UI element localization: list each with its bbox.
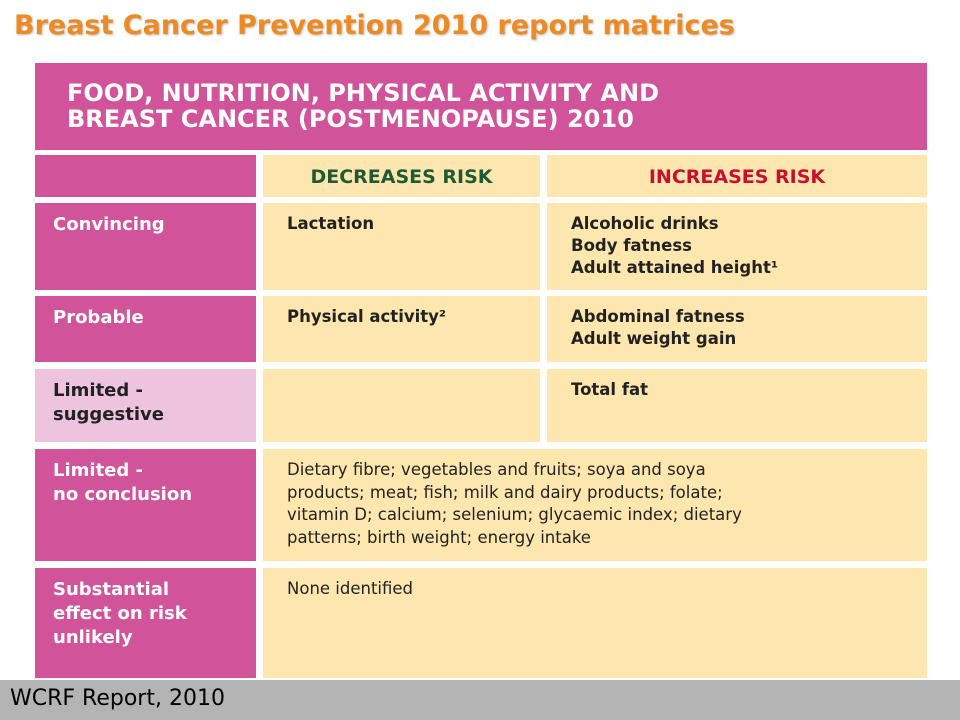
text-line: Probable [53, 307, 144, 328]
text-line: patterns; birth weight; energy intake [287, 527, 591, 547]
row-label: Limited - suggestive [35, 369, 256, 442]
merged-cell: None identified [263, 568, 927, 678]
row-label: Substantial effect on risk unlikely [35, 568, 256, 678]
text-line: BREAST CANCER (POSTMENOPAUSE) 2010 [67, 105, 634, 133]
row-label: Convincing [35, 203, 256, 290]
merged-cell: Dietary fibre; vegetables and fruits; so… [263, 449, 927, 561]
text-line: Adult attained height¹ [571, 258, 779, 277]
increases-cell: Total fat [547, 369, 927, 442]
text-line: Substantial [53, 579, 170, 600]
text-line: Lactation [287, 214, 375, 233]
footer: WCRF Report, 2010 [0, 680, 960, 720]
row-label: Limited - no conclusion [35, 449, 256, 561]
column-header: INCREASES RISK [547, 155, 927, 197]
text-line: Alcoholic drinks [571, 214, 719, 233]
table-heading: FOOD, NUTRITION, PHYSICAL ACTIVITY AND BR… [35, 63, 927, 150]
row-label: Probable [35, 296, 256, 362]
decreases-cell [263, 369, 540, 442]
text-line: effect on risk [53, 603, 187, 624]
corner-cell [35, 155, 256, 197]
increases-cell: Abdominal fatness Adult weight gain [547, 296, 927, 362]
text-line: no conclusion [53, 484, 193, 505]
text-line: None identified [287, 579, 414, 598]
text-line: Adult weight gain [571, 329, 737, 348]
text-line: Limited - [53, 380, 143, 401]
decreases-cell: Lactation [263, 203, 540, 290]
text-line: Convincing [53, 214, 165, 235]
text-line: unlikely [53, 627, 133, 648]
slide-title: Breast Cancer Prevention 2010 report mat… [14, 10, 735, 41]
text-line: products; meat; fish; milk and dairy pro… [287, 482, 723, 502]
text-line: vitamin D; calcium; selenium; glycaemic … [287, 505, 742, 524]
text-line: Total fat [571, 380, 649, 399]
increases-cell: Alcoholic drinks Body fatness Adult attain… [547, 203, 927, 290]
text-line: FOOD, NUTRITION, PHYSICAL ACTIVITY AND [67, 79, 659, 107]
column-header: DECREASES RISK [263, 155, 540, 197]
text-line: Dietary fibre; vegetables and fruits; so… [287, 460, 706, 479]
decreases-cell: Physical activity² [263, 296, 540, 362]
text-line: suggestive [53, 404, 164, 425]
text-line: Body fatness [571, 236, 693, 255]
text-line: Limited - [53, 460, 143, 481]
text-line: Physical activity² [287, 307, 447, 326]
text-line: Abdominal fatness [571, 307, 745, 326]
